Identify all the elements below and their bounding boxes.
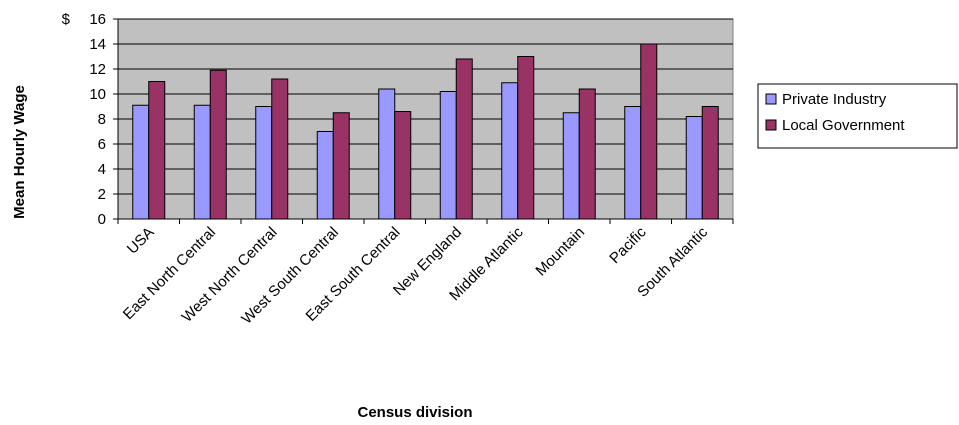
bar-local-government bbox=[701, 106, 719, 220]
bars bbox=[132, 43, 719, 220]
x-tick-label: Pacific bbox=[606, 223, 650, 267]
x-tick-label: USA bbox=[124, 224, 158, 258]
bar-private-industry bbox=[624, 106, 642, 220]
y-tick-label: 12 bbox=[89, 61, 106, 78]
legend-label-private-industry: Private Industry bbox=[782, 91, 887, 108]
bar-private-industry bbox=[316, 131, 334, 220]
legend: Private Industry Local Government bbox=[757, 83, 958, 149]
bar-local-government bbox=[209, 69, 227, 220]
bar-private-industry bbox=[255, 106, 273, 220]
x-axis-title: Census division bbox=[357, 404, 472, 421]
bar-private-industry bbox=[193, 104, 211, 220]
bar-local-government bbox=[148, 81, 166, 220]
y-axis-unit-label: $ bbox=[62, 11, 71, 28]
bar-local-government bbox=[332, 112, 350, 220]
y-tick-label: 10 bbox=[89, 86, 106, 103]
bar-private-industry bbox=[685, 116, 703, 220]
y-tick-label: 6 bbox=[98, 136, 106, 153]
bar-private-industry bbox=[562, 112, 580, 220]
legend-swatch-local-government bbox=[765, 119, 777, 131]
y-tick-label: 16 bbox=[89, 11, 106, 28]
legend-swatch-private-industry bbox=[765, 93, 777, 105]
y-tick-label: 4 bbox=[98, 161, 106, 178]
bar-local-government bbox=[578, 88, 596, 220]
bar-private-industry bbox=[378, 88, 396, 220]
y-tick-label: 14 bbox=[89, 36, 106, 53]
bar-private-industry bbox=[501, 82, 519, 220]
bar-local-government bbox=[455, 58, 473, 220]
y-axis-ticks: 0 2 4 6 8 10 12 14 16 bbox=[89, 11, 118, 228]
y-axis-title: Mean Hourly Wage bbox=[11, 85, 28, 219]
legend-box bbox=[757, 83, 958, 149]
bar-local-government bbox=[517, 56, 535, 220]
bar-private-industry bbox=[132, 104, 150, 220]
legend-label-local-government: Local Government bbox=[782, 117, 905, 134]
bar-local-government bbox=[394, 111, 412, 220]
y-tick-label: 8 bbox=[98, 111, 106, 128]
x-tick-label: Mountain bbox=[532, 224, 588, 280]
y-tick-label: 0 bbox=[98, 211, 106, 228]
bar-local-government bbox=[640, 43, 658, 220]
y-tick-label: 2 bbox=[98, 186, 106, 203]
bar-private-industry bbox=[439, 91, 457, 220]
bar-local-government bbox=[271, 78, 289, 220]
